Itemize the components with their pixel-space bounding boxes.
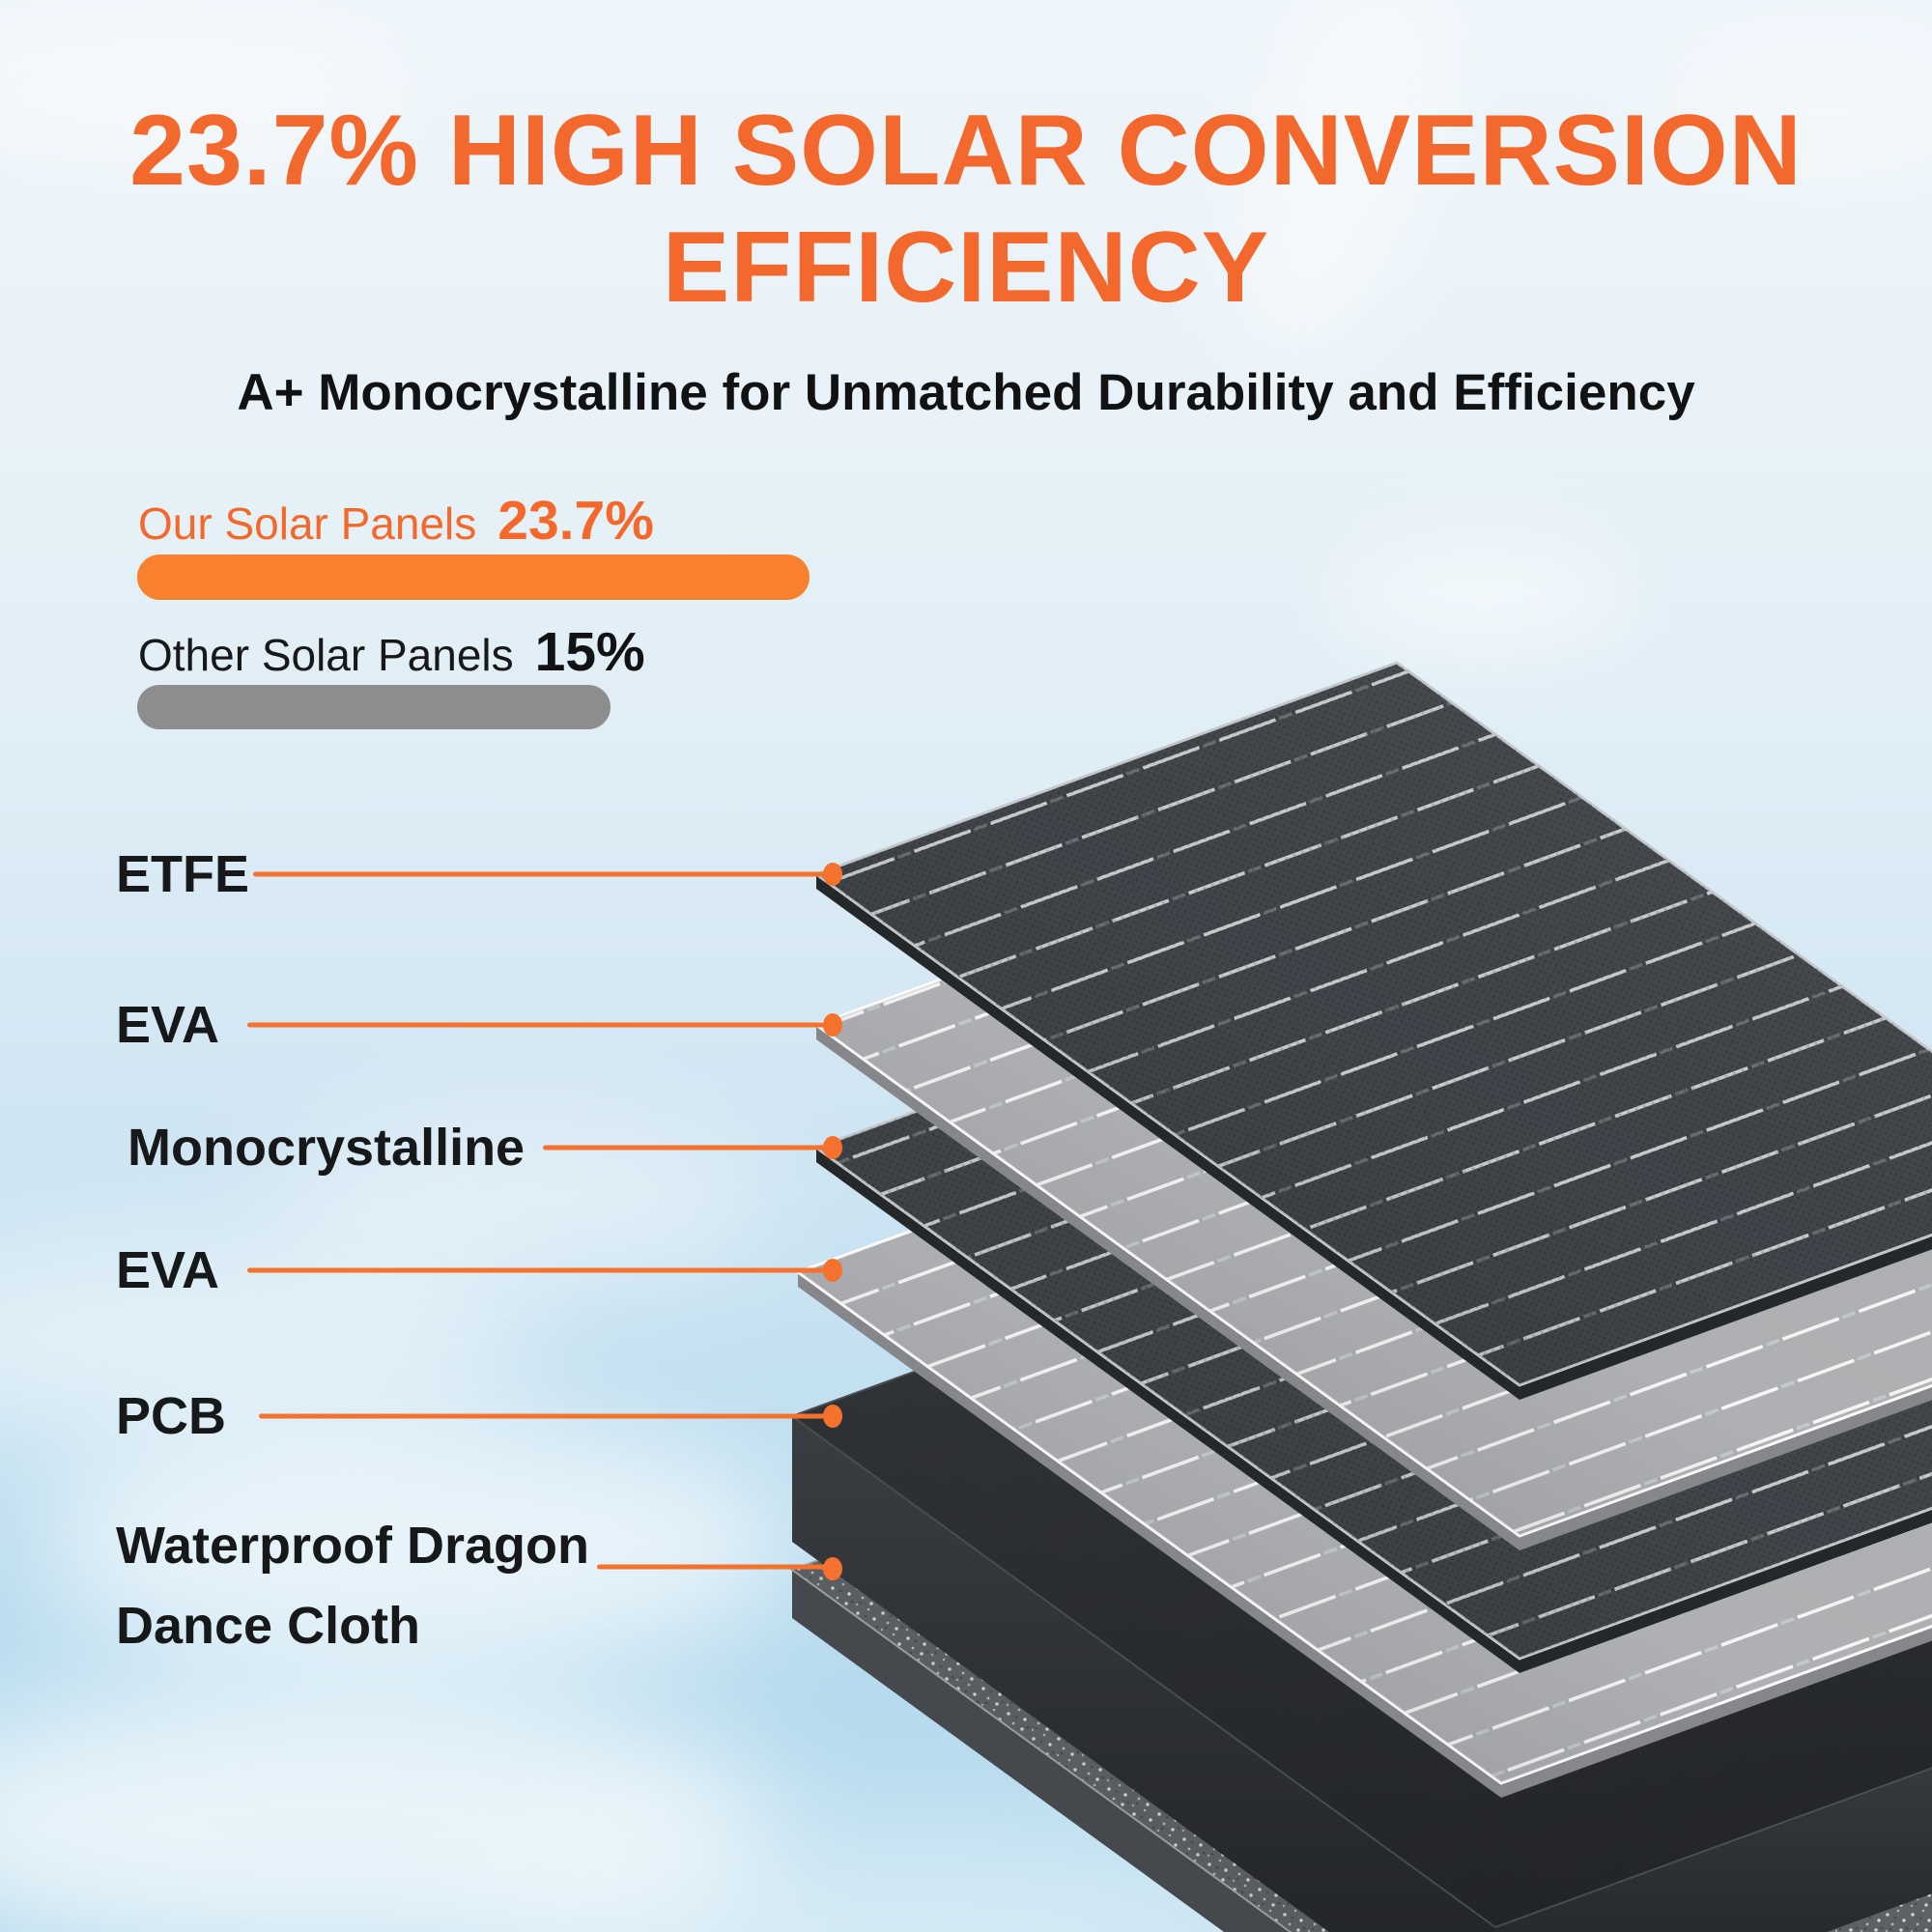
page-title-line1: 23.7% HIGH SOLAR CONVERSION (129, 95, 1803, 207)
leader-dot-waterproof-cloth (823, 1557, 842, 1580)
leader-line-monocrystalline (543, 1145, 825, 1151)
bar-value-our-panels: 23.7% (497, 490, 654, 552)
bar-label-our-panels: Our Solar Panels 23.7% (138, 489, 654, 553)
bar-value-other-panels: 15% (534, 621, 645, 683)
page-title-line2: EFFICIENCY (662, 212, 1270, 324)
bar-our-panels (137, 554, 810, 600)
bar-label-our-panels-text: Our Solar Panels (138, 498, 477, 549)
layer-label-etfe: ETFE (116, 845, 250, 903)
layer-label-waterproof-cloth: Waterproof Dragon Dance Cloth (116, 1506, 589, 1666)
page-title: 23.7% HIGH SOLAR CONVERSION EFFICIENCY (0, 93, 1932, 327)
leader-line-waterproof-cloth (597, 1564, 825, 1570)
leader-line-eva-lower (247, 1267, 825, 1273)
leader-line-pcb (259, 1413, 825, 1419)
layer-label-monocrystalline: Monocrystalline (128, 1119, 526, 1177)
bar-label-other-panels: Other Solar Panels 15% (138, 620, 645, 684)
layer-label-waterproof-cloth-line1: Waterproof Dragon (116, 1517, 589, 1575)
leader-dot-etfe (823, 863, 842, 886)
page-subtitle: A+ Monocrystalline for Unmatched Durabil… (237, 364, 1695, 421)
bar-label-other-panels-text: Other Solar Panels (138, 630, 514, 680)
layer-label-eva-lower: EVA (116, 1241, 220, 1299)
layer-label-waterproof-cloth-line2: Dance Cloth (116, 1597, 421, 1655)
layer-etfe-shape (812, 661, 1932, 1400)
leader-dot-eva-lower (823, 1259, 842, 1282)
bar-other-panels (137, 685, 611, 729)
leader-dot-monocrystalline (823, 1136, 842, 1159)
leader-line-etfe (253, 871, 825, 877)
layer-label-eva-upper: EVA (116, 996, 220, 1054)
leader-line-eva-upper (247, 1022, 825, 1028)
leader-dot-eva-upper (823, 1013, 842, 1037)
leader-dot-pcb (823, 1405, 842, 1428)
layer-label-pcb: PCB (116, 1387, 227, 1445)
